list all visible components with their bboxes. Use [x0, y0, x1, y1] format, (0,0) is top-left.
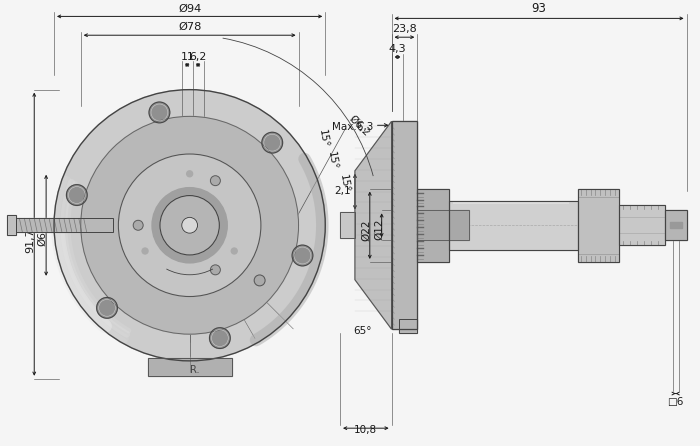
Circle shape — [231, 248, 237, 254]
Bar — [391, 121, 417, 329]
Text: R.: R. — [190, 365, 200, 375]
Circle shape — [80, 116, 298, 334]
Text: 2,1: 2,1 — [335, 186, 351, 196]
Text: Ø12: Ø12 — [374, 219, 385, 240]
Circle shape — [187, 171, 192, 177]
Circle shape — [142, 248, 148, 254]
Bar — [391, 121, 417, 329]
Bar — [148, 358, 232, 376]
Bar — [670, 222, 682, 228]
Bar — [449, 201, 578, 250]
Circle shape — [97, 297, 118, 318]
Text: 28°: 28° — [162, 198, 181, 208]
Text: Ø22: Ø22 — [360, 219, 371, 241]
Text: 23,8: 23,8 — [392, 24, 416, 34]
Bar — [665, 211, 687, 240]
Text: 6,2: 6,2 — [190, 52, 206, 62]
Bar — [340, 212, 355, 238]
Text: □6: □6 — [668, 396, 684, 406]
Bar — [417, 211, 469, 240]
Text: 91,75: 91,75 — [25, 221, 35, 253]
Bar — [400, 319, 417, 333]
Circle shape — [254, 275, 265, 286]
Circle shape — [262, 132, 283, 153]
Circle shape — [149, 102, 170, 123]
Bar — [620, 206, 665, 245]
Bar — [6, 215, 16, 235]
Bar — [400, 319, 417, 333]
Text: 63°: 63° — [153, 258, 172, 268]
Text: 65°: 65° — [353, 326, 372, 336]
Text: 4,3: 4,3 — [389, 44, 406, 54]
Text: 10,8: 10,8 — [354, 425, 377, 435]
Polygon shape — [355, 121, 391, 329]
Text: 15°: 15° — [338, 173, 351, 194]
Bar — [417, 189, 449, 262]
Text: Ø78: Ø78 — [178, 22, 202, 32]
Circle shape — [211, 265, 220, 275]
Circle shape — [66, 185, 88, 206]
Bar — [620, 206, 665, 245]
Text: Ø94: Ø94 — [178, 4, 202, 13]
Bar — [16, 219, 113, 232]
Bar — [417, 189, 449, 262]
Text: 15°: 15° — [316, 128, 330, 148]
Text: 28°: 28° — [188, 198, 206, 208]
Text: Ø6,2: Ø6,2 — [347, 114, 372, 139]
Bar — [665, 211, 687, 240]
Text: M8: M8 — [51, 218, 66, 228]
Bar — [6, 215, 16, 235]
Text: Max.6,3: Max.6,3 — [332, 122, 374, 132]
Circle shape — [133, 220, 143, 230]
Circle shape — [54, 90, 326, 361]
Circle shape — [211, 176, 220, 186]
Text: 93: 93 — [531, 2, 547, 16]
Bar — [578, 189, 620, 262]
Circle shape — [209, 328, 230, 348]
Circle shape — [292, 245, 313, 266]
Bar — [449, 201, 578, 250]
Text: Ø68: Ø68 — [37, 224, 47, 246]
Bar — [417, 211, 469, 240]
Circle shape — [160, 195, 219, 255]
Text: 11: 11 — [181, 52, 194, 62]
Circle shape — [182, 217, 197, 233]
Bar — [578, 189, 620, 262]
Bar — [340, 212, 355, 238]
Circle shape — [152, 188, 228, 263]
Bar — [16, 219, 113, 232]
Circle shape — [118, 154, 261, 297]
Text: 15°: 15° — [326, 151, 340, 171]
Bar — [148, 358, 232, 376]
